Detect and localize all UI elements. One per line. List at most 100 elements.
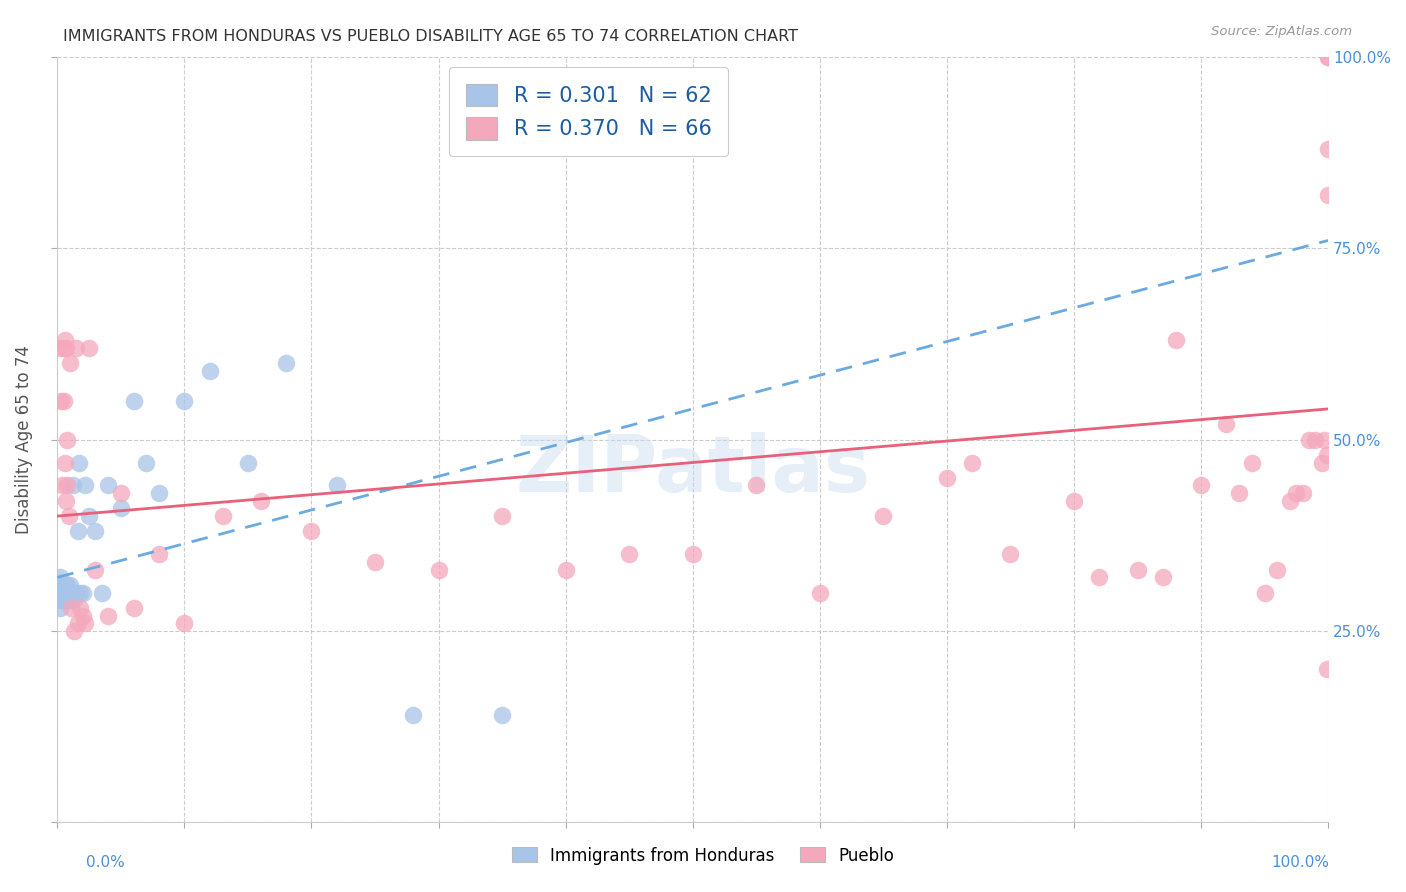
Point: [122, 394, 145, 409]
Point: [236, 456, 259, 470]
Text: IMMIGRANTS FROM HONDURAS VS PUEBLO DISABILITY AGE 65 TO 74 CORRELATION CHART: IMMIGRANTS FROM HONDURAS VS PUEBLO DISAB…: [63, 29, 799, 44]
Point: [1316, 448, 1339, 462]
Point: [69, 601, 91, 615]
Point: [58, 593, 80, 607]
Point: [51, 593, 73, 607]
Point: [211, 509, 233, 524]
Point: [745, 478, 768, 492]
Point: [49, 585, 72, 599]
Point: [1317, 142, 1340, 156]
Point: [53, 456, 76, 470]
Point: [56, 585, 79, 599]
Point: [301, 524, 323, 539]
Point: [48, 585, 70, 599]
Point: [326, 478, 349, 492]
Point: [51, 585, 73, 599]
Point: [53, 578, 76, 592]
Point: [58, 585, 80, 599]
Point: [59, 585, 82, 599]
Text: 0.0%: 0.0%: [86, 855, 125, 870]
Point: [135, 456, 157, 470]
Point: [554, 563, 576, 577]
Point: [51, 578, 73, 592]
Point: [49, 578, 72, 592]
Point: [49, 341, 72, 355]
Point: [1265, 563, 1288, 577]
Point: [1313, 433, 1336, 447]
Point: [65, 341, 87, 355]
Point: [1000, 548, 1022, 562]
Point: [52, 578, 75, 592]
Point: [1292, 486, 1315, 500]
Point: [56, 578, 79, 592]
Point: [872, 509, 894, 524]
Point: [148, 548, 170, 562]
Point: [1126, 563, 1149, 577]
Point: [77, 341, 100, 355]
Point: [249, 493, 271, 508]
Point: [1317, 50, 1340, 64]
Point: [72, 608, 94, 623]
Point: [53, 593, 76, 607]
Point: [59, 593, 82, 607]
Point: [49, 585, 72, 599]
Point: [55, 578, 77, 592]
Point: [97, 478, 120, 492]
Point: [1240, 456, 1263, 470]
Y-axis label: Disability Age 65 to 74: Disability Age 65 to 74: [15, 345, 32, 534]
Point: [52, 593, 75, 607]
Point: [1088, 570, 1111, 584]
Point: [60, 601, 83, 615]
Point: [52, 585, 75, 599]
Point: [962, 456, 984, 470]
Point: [58, 585, 80, 599]
Point: [53, 333, 76, 347]
Point: [1063, 493, 1085, 508]
Point: [56, 433, 79, 447]
Point: [56, 593, 79, 607]
Point: [1215, 417, 1237, 432]
Point: [682, 548, 704, 562]
Point: [122, 601, 145, 615]
Point: [60, 585, 83, 599]
Point: [617, 548, 640, 562]
Point: [935, 471, 957, 485]
Point: [90, 585, 112, 599]
Point: [51, 585, 73, 599]
Point: [72, 585, 94, 599]
Point: [65, 585, 87, 599]
Point: [69, 585, 91, 599]
Point: [84, 524, 107, 539]
Point: [173, 616, 195, 631]
Point: [55, 493, 77, 508]
Point: [1316, 662, 1339, 676]
Point: [274, 356, 297, 370]
Point: [55, 585, 77, 599]
Point: [1164, 333, 1187, 347]
Point: [63, 585, 86, 599]
Point: [55, 593, 77, 607]
Point: [49, 394, 72, 409]
Point: [148, 486, 170, 500]
Point: [53, 585, 76, 599]
Point: [66, 616, 89, 631]
Point: [808, 585, 831, 599]
Point: [52, 585, 75, 599]
Point: [1279, 493, 1302, 508]
Point: [55, 585, 77, 599]
Point: [84, 563, 107, 577]
Point: [491, 509, 513, 524]
Legend: Immigrants from Honduras, Pueblo: Immigrants from Honduras, Pueblo: [503, 838, 903, 873]
Point: [1298, 433, 1320, 447]
Point: [58, 509, 80, 524]
Point: [62, 478, 84, 492]
Point: [49, 570, 72, 584]
Point: [97, 608, 120, 623]
Point: [67, 456, 90, 470]
Point: [75, 478, 97, 492]
Point: [59, 356, 82, 370]
Point: [491, 708, 513, 723]
Point: [51, 478, 73, 492]
Point: [63, 624, 86, 638]
Point: [52, 394, 75, 409]
